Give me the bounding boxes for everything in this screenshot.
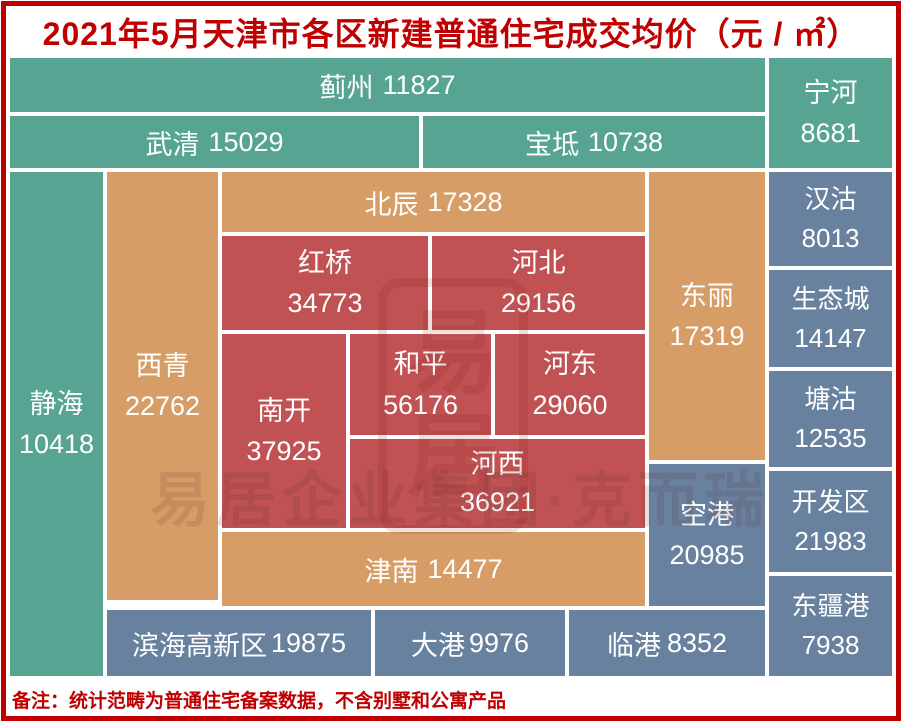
district-value: 17319 bbox=[669, 321, 745, 351]
district-value: 19875 bbox=[270, 627, 347, 658]
district-name: 武清 bbox=[145, 129, 200, 160]
district-name: 东疆港 bbox=[791, 591, 870, 622]
tile-dongli: 东丽 17319 bbox=[649, 172, 765, 460]
district-value: 37925 bbox=[246, 436, 322, 466]
district-name: 河东 bbox=[543, 349, 597, 380]
district-name: 空港 bbox=[680, 499, 734, 530]
district-name: 静海 bbox=[29, 388, 84, 419]
tile-kaifaqu: 开发区 21983 bbox=[769, 471, 892, 572]
district-value: 22762 bbox=[124, 391, 201, 421]
district-name: 宁河 bbox=[803, 77, 858, 108]
tile-beichen: 北辰 17328 bbox=[222, 172, 645, 232]
district-name: 津南 bbox=[364, 556, 419, 587]
tile-jinnan: 津南 14477 bbox=[222, 532, 645, 606]
district-value: 7938 bbox=[801, 630, 860, 660]
district-name: 南开 bbox=[257, 395, 311, 426]
district-value: 8681 bbox=[800, 118, 861, 148]
district-value: 20985 bbox=[669, 540, 745, 570]
tile-tanggu: 塘沽 12535 bbox=[769, 371, 892, 467]
tile-xiqing: 西青 22762 bbox=[107, 172, 218, 600]
district-name: 河西 bbox=[470, 449, 525, 480]
district-value: 56176 bbox=[382, 389, 459, 420]
tile-hedong: 河东 29060 bbox=[495, 334, 645, 435]
tile-nankai: 南开 37925 bbox=[222, 334, 346, 528]
district-value: 29060 bbox=[532, 389, 608, 420]
tile-hebei: 河北 29156 bbox=[432, 236, 645, 330]
district-value: 21983 bbox=[794, 525, 867, 556]
district-name: 北辰 bbox=[364, 189, 419, 220]
tile-hangu: 汉沽 8013 bbox=[769, 172, 892, 266]
tile-dongjianggang: 东疆港 7938 bbox=[769, 576, 892, 676]
district-name: 汉沽 bbox=[804, 184, 857, 215]
district-name: 大港 bbox=[410, 630, 465, 661]
district-value: 10418 bbox=[18, 429, 95, 459]
district-name: 河北 bbox=[511, 247, 566, 278]
district-value: 36921 bbox=[459, 486, 536, 517]
tile-ninghe: 宁河 8681 bbox=[769, 58, 892, 168]
district-name: 西青 bbox=[135, 350, 190, 381]
district-name: 生态城 bbox=[791, 283, 870, 314]
district-name: 和平 bbox=[393, 349, 448, 380]
district-name: 滨海高新区 bbox=[131, 630, 267, 661]
district-value: 8352 bbox=[666, 627, 728, 658]
district-name: 塘沽 bbox=[804, 384, 857, 415]
district-value: 9976 bbox=[468, 627, 530, 658]
district-value: 8013 bbox=[801, 223, 860, 253]
district-value: 29156 bbox=[500, 288, 577, 318]
district-name: 蓟州 bbox=[319, 72, 374, 103]
district-name: 东丽 bbox=[680, 280, 734, 311]
district-value: 11827 bbox=[382, 69, 456, 100]
district-name: 临港 bbox=[606, 630, 661, 661]
tile-heping: 和平 56176 bbox=[350, 334, 491, 435]
footer-note: 备注：统计范畴为普通住宅备案数据，不含别墅和公寓产品 bbox=[12, 691, 507, 712]
tile-baodi: 宝坻 10738 bbox=[423, 116, 765, 168]
tile-dagang: 大港 9976 bbox=[375, 610, 565, 676]
district-value: 10738 bbox=[587, 126, 664, 157]
tile-hexi: 河西 36921 bbox=[350, 439, 645, 528]
district-value: 14477 bbox=[427, 553, 503, 584]
tile-lingang: 临港 8352 bbox=[569, 610, 765, 676]
tile-jizhou: 蓟州 11827 bbox=[10, 58, 765, 112]
tile-shengtaicheng: 生态城 14147 bbox=[769, 270, 892, 367]
tile-jinghai: 静海 10418 bbox=[10, 172, 103, 676]
page-title: 2021年5月天津市各区新建普通住宅成交均价（元 / ㎡） bbox=[42, 16, 860, 52]
district-value: 15029 bbox=[208, 126, 284, 157]
district-value: 34773 bbox=[287, 288, 363, 318]
tile-binhai: 滨海高新区 19875 bbox=[107, 610, 371, 676]
district-value: 17328 bbox=[427, 186, 503, 217]
tile-konggang: 空港 20985 bbox=[649, 464, 765, 606]
district-value: 12535 bbox=[794, 423, 867, 453]
district-name: 红桥 bbox=[298, 247, 352, 278]
tile-hongqiao: 红桥 34773 bbox=[222, 236, 428, 330]
district-name: 开发区 bbox=[791, 486, 870, 517]
tile-wuqing: 武清 15029 bbox=[10, 116, 419, 168]
district-value: 14147 bbox=[794, 322, 867, 353]
district-name: 宝坻 bbox=[524, 129, 579, 160]
